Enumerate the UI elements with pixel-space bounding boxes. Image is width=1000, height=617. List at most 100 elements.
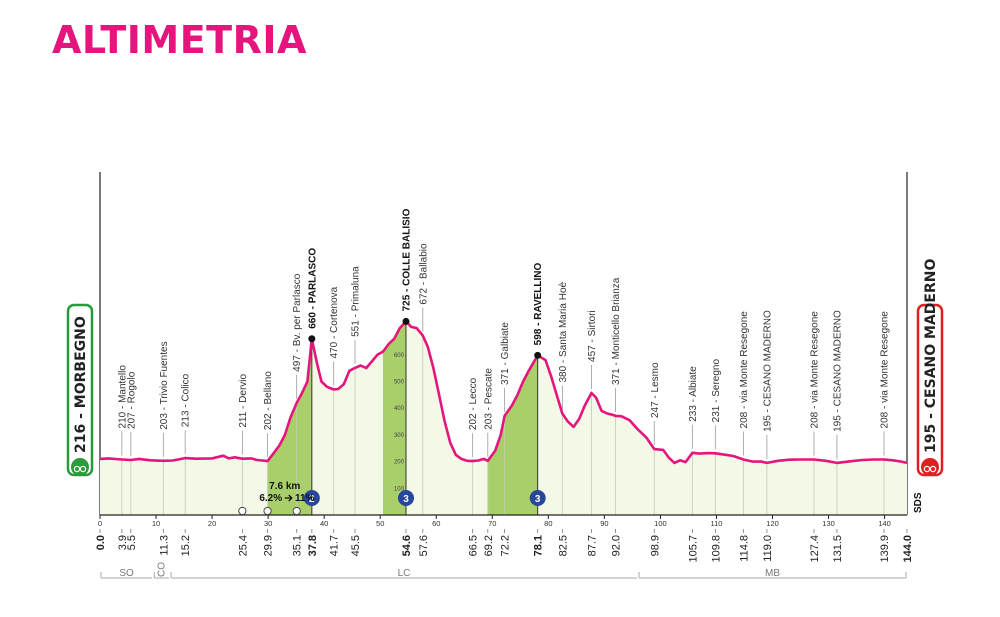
elevation-scale-label: 200 bbox=[394, 460, 405, 466]
km-tick-label: 140 bbox=[878, 519, 891, 528]
elevation-scale-label: 500 bbox=[394, 380, 405, 386]
climb-length-label: 7.6 km bbox=[269, 481, 300, 492]
finish-box-icon bbox=[921, 458, 939, 476]
km-distance-label: 82.5 bbox=[557, 535, 569, 556]
start-box: 216 - MORBEGNO bbox=[66, 303, 94, 477]
km-tick-label: 50 bbox=[376, 519, 384, 528]
waypoint-label: 725 - COLLE BALISIO bbox=[401, 208, 412, 311]
waypoint-label: 208 - via Monte Resegone bbox=[809, 311, 820, 429]
climb-category-badge: 2 bbox=[303, 490, 320, 506]
climb-area bbox=[383, 321, 406, 515]
waypoint-label: 211 - Dervio bbox=[238, 373, 249, 427]
km-distance-label: 119.0 bbox=[762, 535, 774, 562]
badge-circle bbox=[303, 490, 320, 506]
badge-circle bbox=[397, 490, 414, 506]
gradient-arrow-icon bbox=[284, 494, 293, 502]
waypoint-label: 660 - PARLASCO bbox=[307, 248, 318, 329]
elevation-scale-label: 600 bbox=[394, 353, 405, 359]
waypoint-label: 203 - Pescate bbox=[483, 368, 494, 430]
km-distance-label: 45.5 bbox=[350, 535, 362, 556]
km-distance-label: 72.2 bbox=[500, 535, 512, 556]
bike-wheel bbox=[73, 465, 81, 473]
sds-label: SDS bbox=[913, 492, 924, 513]
province-label: CO bbox=[157, 562, 168, 577]
km-tick-label: 90 bbox=[600, 519, 608, 528]
waypoint-label: 672 - Ballabio bbox=[418, 243, 429, 305]
climb-category-badge: 3 bbox=[529, 490, 546, 506]
service-marker-icon bbox=[238, 506, 247, 516]
waypoint-label: 233 - Albiate bbox=[688, 366, 699, 422]
km-distance-label: 41.7 bbox=[329, 535, 341, 556]
km-distance-label: 54.6 bbox=[401, 535, 413, 556]
km-distance-label: 57.6 bbox=[418, 535, 430, 556]
km-distance-label: 15.2 bbox=[180, 535, 192, 556]
waypoint-label: 457 - Sirtori bbox=[587, 310, 598, 362]
waypoint-label: 231 - Seregno bbox=[711, 359, 722, 423]
waypoint-label: 497 - Bv. per Parlasco bbox=[292, 273, 303, 372]
km-distance-label: 92.0 bbox=[611, 535, 623, 556]
climb-category-badge: 3 bbox=[397, 490, 414, 506]
km-distance-label: 37.8 bbox=[307, 535, 319, 556]
province-label: MB bbox=[765, 568, 780, 579]
finish-box-label: 195 - CESANO MADERNO bbox=[923, 259, 939, 453]
km-distance-label: 78.1 bbox=[533, 535, 545, 556]
km-distance-label: 35.1 bbox=[292, 535, 304, 556]
km-tick-label: 80 bbox=[544, 519, 552, 528]
elevation-scale-label: 100 bbox=[394, 486, 405, 492]
summit-dot bbox=[534, 351, 542, 359]
km-tick-label: 110 bbox=[710, 519, 722, 528]
summit-dot bbox=[308, 335, 316, 343]
km-distance-label: 98.9 bbox=[649, 535, 661, 556]
climb-max-gradient: 11% bbox=[295, 493, 315, 504]
km-distance-label: 0.0 bbox=[95, 535, 107, 550]
km-tick-label: 120 bbox=[766, 519, 779, 528]
waypoint-label: 598 - RAVELLINO bbox=[533, 263, 544, 346]
km-distance-label: 114.8 bbox=[738, 535, 750, 562]
start-box-label: 216 - MORBEGNO bbox=[73, 316, 89, 453]
km-tick-label: 20 bbox=[208, 519, 216, 528]
bike-wheel bbox=[929, 465, 937, 473]
km-distance-label: 25.4 bbox=[237, 535, 249, 556]
km-tick-label: 70 bbox=[488, 519, 496, 528]
km-tick-label: 100 bbox=[654, 519, 667, 528]
waypoint-label: 551 - Primaluna bbox=[350, 266, 361, 337]
climb-area bbox=[487, 355, 538, 515]
province-label: SO bbox=[119, 568, 134, 579]
elevation-scale-label: 400 bbox=[394, 406, 405, 412]
waypoint-label: 202 - Lecco bbox=[468, 377, 479, 430]
km-tick-label: 130 bbox=[822, 519, 835, 528]
waypoint-label: 380 - Santa Maria Hoè bbox=[558, 281, 569, 382]
km-distance-label: 127.4 bbox=[809, 535, 821, 563]
km-tick-label: 10 bbox=[152, 519, 160, 528]
bike-wheel bbox=[79, 465, 87, 473]
waypoint-label: 371 - Monticello Brianza bbox=[611, 277, 622, 385]
waypoint-label: 207 - Rogolo bbox=[126, 371, 137, 429]
km-distance-label: 139.9 bbox=[879, 535, 891, 563]
km-distance-label: 11.3 bbox=[158, 535, 170, 556]
climb-avg-gradient: 6.2% bbox=[259, 493, 282, 504]
badge-number: 3 bbox=[535, 494, 541, 505]
km-tick-label: 60 bbox=[432, 519, 440, 528]
climb-area bbox=[267, 338, 312, 515]
page-title: ALTIMETRIA bbox=[52, 18, 307, 62]
service-marker-icon bbox=[292, 506, 301, 516]
km-distance-label: 144.0 bbox=[902, 535, 914, 563]
waypoint-label: 213 - Colico bbox=[181, 373, 192, 427]
finish-box: 195 - CESANO MADERNO bbox=[916, 259, 944, 477]
km-tick-label: 30 bbox=[264, 519, 272, 528]
km-tick-label: 0 bbox=[98, 519, 102, 528]
badge-number: 2 bbox=[309, 494, 315, 505]
waypoint-label: 203 - Trivio Fuentes bbox=[159, 341, 170, 429]
km-distance-label: 66.5 bbox=[468, 535, 480, 556]
km-distance-label: 87.7 bbox=[586, 535, 598, 556]
km-distance-label: 3.9 bbox=[117, 535, 129, 550]
km-distance-label: 131.5 bbox=[832, 535, 844, 563]
km-distance-label: 69.2 bbox=[483, 535, 495, 556]
province-bar: SO CO LC MB bbox=[100, 562, 907, 579]
waypoint-label: 247 - Lesmo bbox=[650, 362, 661, 418]
province-label: LC bbox=[398, 568, 411, 579]
service-marker-icon bbox=[263, 506, 272, 516]
bike-wheel bbox=[923, 465, 931, 473]
badge-number: 3 bbox=[403, 494, 409, 505]
